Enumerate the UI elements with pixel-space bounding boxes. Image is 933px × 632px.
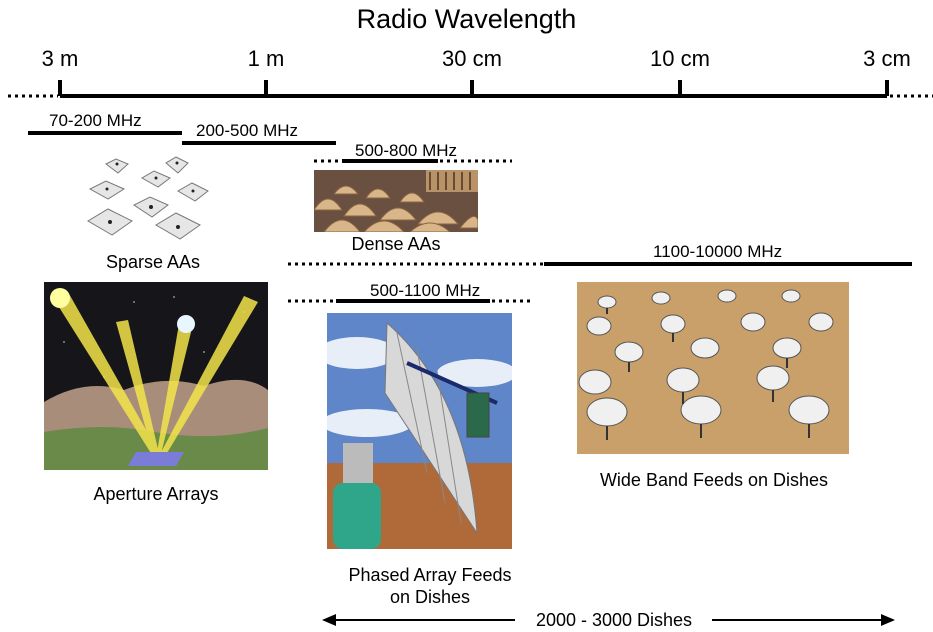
band-label-200-500: 200-500 MHz bbox=[196, 121, 299, 140]
caption-wideband-feeds: Wide Band Feeds on Dishes bbox=[599, 470, 829, 490]
dishes-arrow-right-head bbox=[881, 614, 895, 626]
phased-array-picture bbox=[327, 313, 512, 549]
dishes-arrow-left-head bbox=[322, 614, 336, 626]
band-label-70-200: 70-200 MHz bbox=[49, 111, 142, 130]
caption-phased-array-line2: on Dishes bbox=[389, 587, 471, 607]
caption-sparse-aas: Sparse AAs bbox=[105, 252, 201, 272]
band-label-500-1100: 500-1100 MHz bbox=[370, 281, 481, 300]
tick-label-10cm: 10 cm bbox=[650, 46, 710, 71]
band-label-1100-10000: 1100-10000 MHz bbox=[653, 242, 783, 261]
dishes-range-label: 2000 - 3000 Dishes bbox=[535, 610, 693, 630]
dense-aa-picture bbox=[314, 170, 478, 232]
tick-label-3cm: 3 cm bbox=[863, 46, 911, 71]
caption-aperture-arrays: Aperture Arrays bbox=[93, 484, 219, 504]
sparse-aa-illustration bbox=[87, 156, 209, 240]
band-label-500-800: 500-800 MHz bbox=[355, 141, 458, 160]
tick-label-3m: 3 m bbox=[41, 46, 79, 71]
tick-label-30cm: 30 cm bbox=[442, 46, 502, 71]
diagram-title: Radio Wavelength bbox=[356, 4, 577, 34]
caption-phased-array-line1: Phased Array Feeds bbox=[348, 565, 512, 585]
aperture-array-picture bbox=[44, 282, 268, 470]
caption-dense-aas: Dense AAs bbox=[351, 234, 441, 254]
tick-label-1m: 1 m bbox=[247, 46, 285, 71]
wideband-dishes-picture bbox=[577, 282, 849, 454]
